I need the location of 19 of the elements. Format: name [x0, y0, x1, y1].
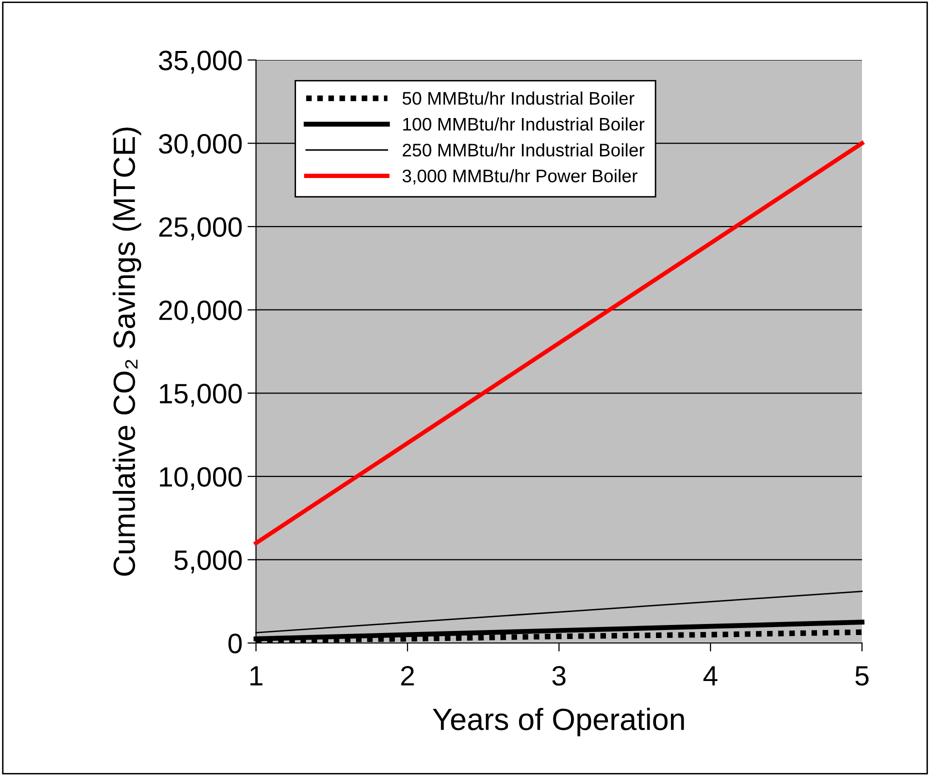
legend-label: 250 MMBtu/hr Industrial Boiler: [402, 143, 644, 156]
legend-label: 3,000 MMBtu/hr Power Boiler: [402, 169, 638, 184]
y-tick-label: 5,000: [174, 550, 242, 574]
x-axis-title: Years of Operation: [432, 708, 684, 736]
y-tick-label: 20,000: [159, 300, 242, 324]
y-tick-label: 35,000: [158, 50, 242, 74]
y-axis-title: Cumulative CO₂ Savings (MTCE): [112, 128, 142, 576]
x-tick-label: 5: [855, 666, 869, 686]
y-tick-label: 15,000: [160, 384, 242, 407]
y-tick-label: 0: [228, 634, 242, 654]
x-tick-label: 3: [552, 666, 566, 686]
legend-label: 50 MMBtu/hr Industrial Boiler: [402, 92, 634, 105]
legend-label: 100 MMBtu/hr Industrial Boiler: [403, 117, 644, 131]
x-tick-label: 4: [703, 666, 718, 686]
x-tick-label: 2: [401, 666, 414, 686]
y-tick-label: 25,000: [159, 217, 242, 240]
y-tick-label: 10,000: [160, 467, 242, 490]
x-tick-label: 1: [250, 666, 262, 686]
y-tick-label: 30,000: [158, 134, 242, 157]
